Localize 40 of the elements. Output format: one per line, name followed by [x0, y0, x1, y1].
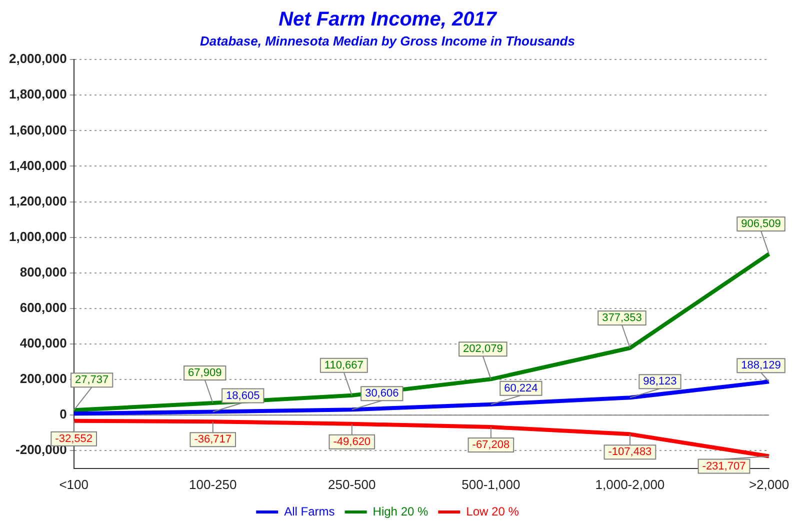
x-tick-label: 100-250	[189, 476, 237, 492]
x-tick-label: 1,000-2,000	[595, 476, 665, 492]
data-label: 202,079	[463, 343, 503, 356]
data-label: -67,208	[472, 439, 510, 452]
data-label: 67,909	[188, 367, 222, 380]
legend-label: Low 20 %	[466, 504, 520, 518]
data-label: -36,717	[194, 434, 232, 446]
y-tick-label: 1,400,000	[8, 158, 67, 173]
legend-label: High 20 %	[372, 504, 428, 518]
chart-title: Net Farm Income, 2017	[278, 8, 498, 31]
data-label: 98,123	[643, 376, 677, 388]
legend-label: All Farms	[284, 504, 335, 518]
x-tick-label: >2,000	[748, 476, 790, 492]
data-label: 188,129	[741, 360, 781, 372]
y-tick-label: 1,800,000	[8, 86, 67, 102]
data-label: 27,737	[75, 374, 109, 386]
x-tick-label: 500-1,000	[462, 476, 520, 492]
y-tick-label: 1,600,000	[8, 122, 67, 138]
data-label: -231,707	[702, 460, 746, 472]
data-label: 60,224	[504, 382, 538, 394]
y-tick-label: 200,000	[20, 371, 67, 386]
y-tick-label: 0	[60, 406, 67, 422]
y-tick-label: 400,000	[20, 336, 67, 351]
x-tick-label: <100	[59, 476, 88, 492]
y-tick-label: -200,000	[16, 442, 67, 458]
data-label: 110,667	[324, 359, 364, 372]
x-tick-label: 250-500	[328, 476, 376, 492]
y-tick-label: 2,000,000	[8, 51, 67, 66]
chart-subtitle: Database, Minnesota Median by Gross Income in Thousands	[200, 33, 575, 48]
data-label: -107,483	[608, 446, 652, 458]
data-label: 30,606	[365, 388, 399, 400]
data-label: 377,353	[602, 312, 642, 324]
y-tick-label: 1,000,000	[8, 228, 67, 244]
data-label: 906,509	[741, 218, 781, 230]
data-label: -49,620	[333, 436, 371, 448]
y-tick-label: 600,000	[20, 300, 67, 316]
data-label: 18,605	[226, 390, 260, 402]
y-tick-label: 800,000	[20, 264, 67, 280]
y-tick-label: 1,200,000	[8, 193, 67, 208]
data-label: -32,552	[55, 432, 92, 445]
